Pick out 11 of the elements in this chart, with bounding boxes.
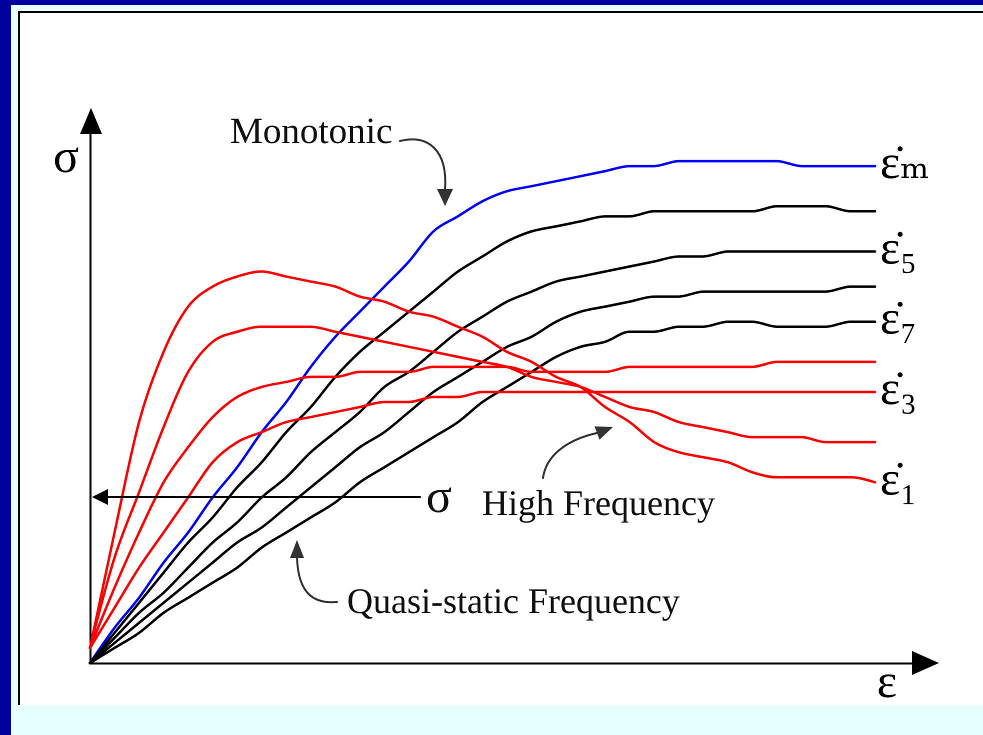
text: Monotonic — [230, 111, 392, 152]
y-axis-title: σ — [53, 130, 80, 183]
series-label: ε̇₅ — [880, 221, 917, 274]
series-label: ε̇₁ — [880, 452, 917, 506]
series-label: ε̇ₘ — [880, 136, 930, 190]
x-axis-title: ε — [876, 655, 898, 708]
series-label: ε̇₇ — [880, 292, 917, 345]
annotation: σ — [426, 470, 452, 523]
series-label: ε̇₃ — [880, 362, 917, 415]
annotation: Quasi-static Frequency — [347, 581, 680, 621]
annotation: High Frequency — [482, 483, 715, 523]
